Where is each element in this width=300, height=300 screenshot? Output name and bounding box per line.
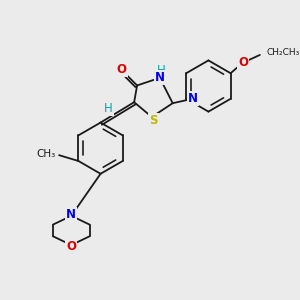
Text: S: S: [149, 114, 158, 127]
Text: O: O: [238, 56, 248, 69]
Text: CH₃: CH₃: [36, 149, 56, 159]
Text: H: H: [104, 102, 112, 115]
Text: N: N: [66, 208, 76, 221]
Text: N: N: [155, 71, 165, 84]
Text: N: N: [188, 92, 198, 105]
Text: O: O: [66, 240, 76, 253]
Text: O: O: [117, 63, 127, 76]
Text: H: H: [157, 64, 166, 77]
Text: CH₂CH₃: CH₂CH₃: [266, 48, 299, 57]
